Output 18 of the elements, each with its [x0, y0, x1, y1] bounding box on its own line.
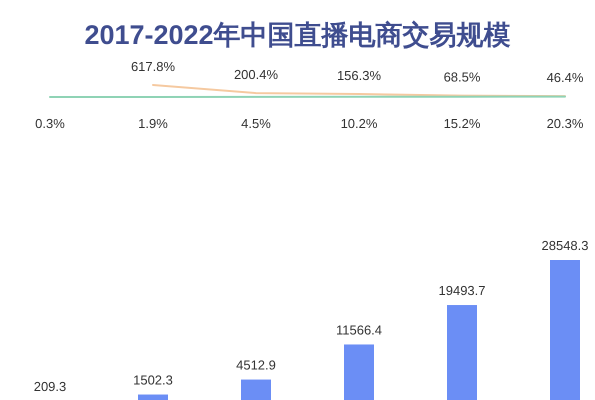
data-label: 10.2%: [340, 116, 378, 131]
data-label: 68.5%: [444, 70, 481, 85]
data-label: 209.3: [34, 378, 66, 394]
data-label: 11566.4: [336, 322, 382, 338]
data-label: 156.3%: [336, 68, 382, 83]
chart-title: 2017-2022年中国直播电商交易规模: [84, 20, 511, 50]
data-label: 1502.3: [133, 372, 173, 388]
data-label: 0.3%: [35, 116, 66, 131]
data-label: 46.4%: [546, 70, 584, 86]
data-label: 1.9%: [138, 116, 168, 131]
data-label: 4512.9: [236, 358, 276, 373]
data-label: 200.4%: [234, 67, 278, 82]
data-label: 20.3%: [546, 116, 584, 131]
data-label: 617.8%: [130, 59, 176, 74]
data-label: 19493.7: [438, 283, 486, 298]
data-label: 4.5%: [241, 116, 272, 131]
data-label: 28548.3: [542, 238, 588, 253]
data-label: 15.2%: [444, 116, 481, 131]
